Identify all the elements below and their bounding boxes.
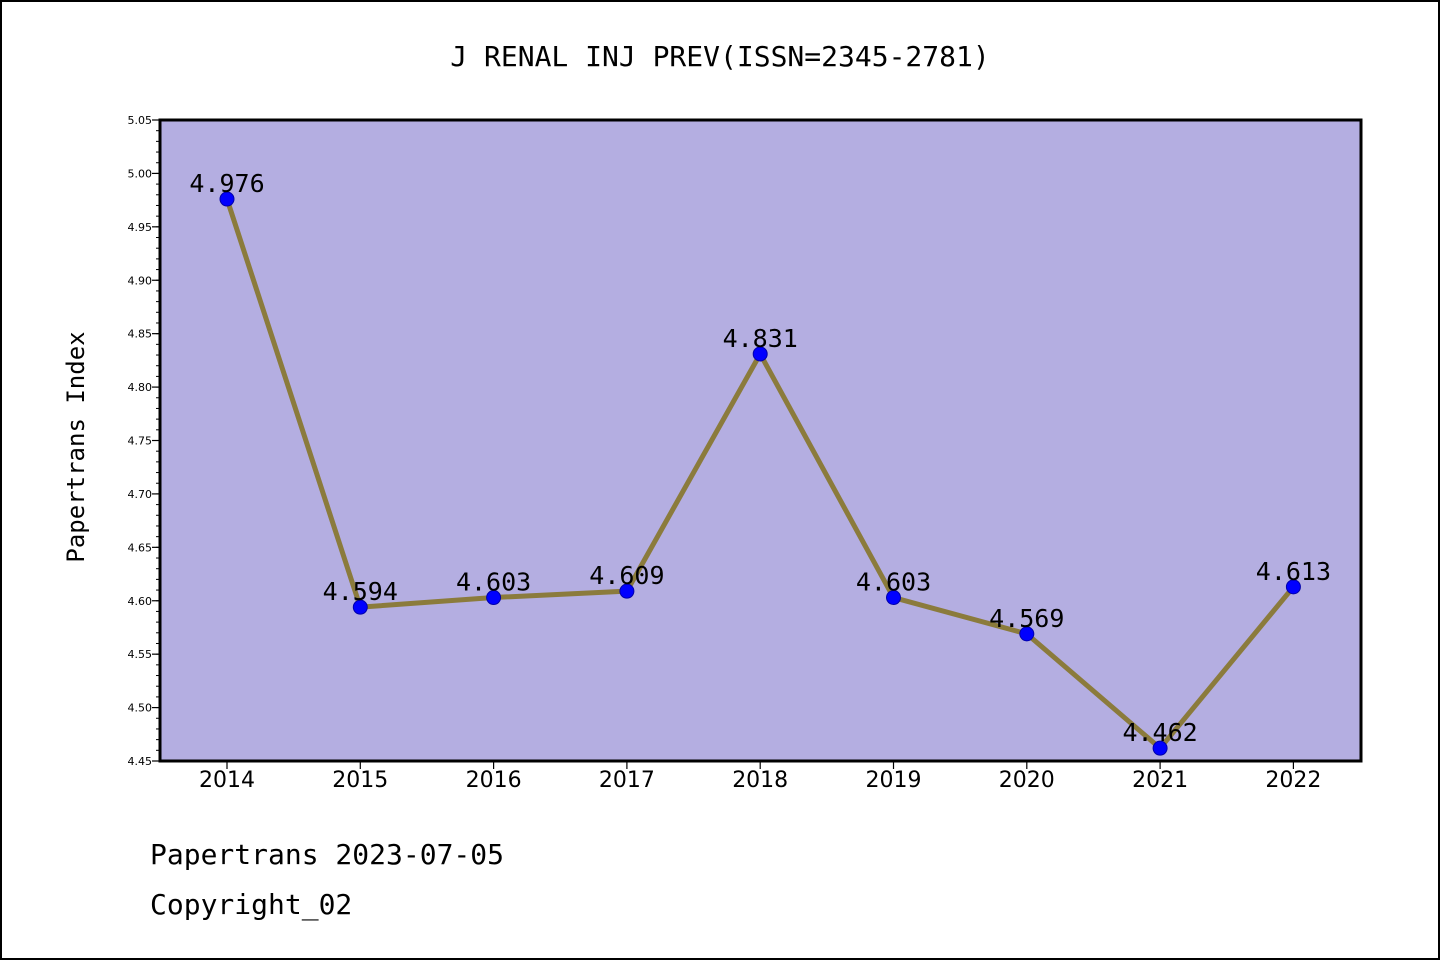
plot-border (158, 118, 1363, 763)
data-point (1152, 740, 1168, 756)
footer-copyright: Copyright_02 (150, 888, 352, 922)
y-tick-label: 4.65 (128, 541, 153, 554)
y-tick-label: 4.95 (128, 221, 153, 234)
x-axis: 2014 2015 2016 2017 2018 2019 2020 2021 2022 (199, 761, 1321, 793)
x-tick-label: 2020 (999, 768, 1055, 793)
plot-area (160, 120, 1361, 761)
footer-date: Papertrans 2023-07-05 (150, 838, 504, 871)
data-labels-layer: 4.976 4.594 4.603 4.609 4.831 4.603 4.569 4.462… (189, 169, 1331, 747)
y-tick-label: 4.80 (128, 381, 153, 394)
data-point (1019, 626, 1035, 642)
data-label: 4.831 (723, 324, 798, 353)
data-label: 4.462 (1122, 718, 1197, 747)
y-tick-label: 4.60 (128, 595, 153, 608)
data-label: 4.569 (989, 604, 1064, 633)
y-tick-label: 4.70 (128, 488, 153, 501)
x-tick-label: 2015 (332, 768, 388, 793)
y-tick-label: 4.50 (128, 702, 153, 715)
data-label: 4.594 (323, 577, 398, 606)
x-tick-label: 2022 (1265, 768, 1321, 793)
data-point (752, 346, 768, 362)
x-tick-label: 2017 (599, 768, 655, 793)
y-tick-label: 5.00 (128, 167, 153, 180)
x-tick-label: 2019 (866, 768, 922, 793)
data-point (1285, 579, 1301, 595)
y-tick-label: 4.55 (128, 648, 153, 661)
y-tick-label: 4.85 (128, 328, 153, 341)
data-point (619, 583, 635, 599)
x-tick-label: 2016 (466, 768, 522, 793)
x-tick-label: 2021 (1132, 768, 1188, 793)
data-label: 4.613 (1256, 557, 1331, 586)
data-point (486, 590, 502, 606)
y-axis-label: Papertrans Index (62, 331, 90, 562)
data-label: 4.609 (589, 561, 664, 590)
chart-title: J RENAL INJ PREV(ISSN=2345-2781) (450, 40, 989, 73)
data-point (219, 191, 235, 207)
data-point (886, 590, 901, 606)
series-layer (219, 191, 1301, 756)
x-tick-label: 2018 (732, 768, 788, 793)
y-tick-label: 4.90 (128, 274, 153, 287)
data-label: 4.976 (189, 169, 264, 198)
x-tick-label: 2014 (199, 768, 255, 793)
y-tick-label: 4.45 (128, 755, 153, 768)
y-tick-label: 5.05 (128, 114, 153, 127)
data-point (352, 599, 368, 615)
y-axis: 4.45 4.50 4.55 4.60 4.65 4.70 4.75 4.80 4.85 4.90… (128, 114, 160, 768)
y-tick-label: 4.75 (128, 435, 153, 448)
data-label: 4.603 (456, 568, 531, 597)
data-label: 4.603 (856, 568, 931, 597)
